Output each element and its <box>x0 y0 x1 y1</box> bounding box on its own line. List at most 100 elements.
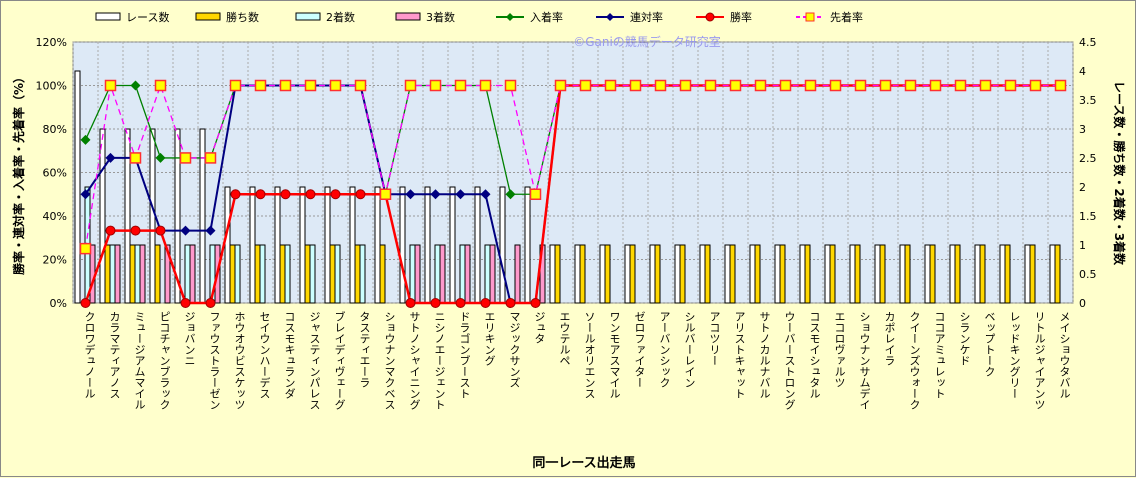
bar-1-29 <box>799 244 806 304</box>
marker-senchaku-20 <box>579 79 592 92</box>
marker-senchaku-31 <box>854 79 867 92</box>
bar-2-38 <box>1029 244 1036 304</box>
bar-3-7 <box>259 244 266 304</box>
bar-2-26 <box>729 244 736 304</box>
line-series-4 <box>84 83 1061 249</box>
bar-1-32 <box>874 244 881 304</box>
marker-senchaku-14 <box>429 79 442 92</box>
bar-2-39 <box>1054 244 1061 304</box>
bar-1-22 <box>624 244 631 304</box>
bar-1-27 <box>749 244 756 304</box>
bar-4-17 <box>514 244 521 304</box>
bar-2-34 <box>929 244 936 304</box>
bar-1-25 <box>699 244 706 304</box>
marker-1-0 <box>80 189 91 200</box>
bar-1-38 <box>1024 244 1031 304</box>
x-tick-label: ニシノエージェント <box>433 311 446 410</box>
marker-senchaku-19 <box>554 79 567 92</box>
left-tick-label: 80% <box>43 123 67 136</box>
x-tick-label: ベップトーク <box>983 311 996 377</box>
x-tick-label: カポレイラ <box>883 311 896 366</box>
bar-3-2 <box>134 244 141 304</box>
left-tick-label: 40% <box>43 210 67 223</box>
bar-2-3 <box>154 244 161 304</box>
legend-marker <box>805 12 815 22</box>
bar-1-7 <box>249 186 256 304</box>
bar-2-7 <box>254 244 261 304</box>
right-tick-label: 1.5 <box>1079 210 1097 223</box>
marker-senchaku-26 <box>729 79 742 92</box>
marker-1-13 <box>405 189 416 200</box>
bar-4-2 <box>139 244 146 304</box>
marker-senchaku-29 <box>804 79 817 92</box>
legend-swatch-bar-0 <box>95 12 121 21</box>
bar-1-30 <box>824 244 831 304</box>
legend-label: レース数 <box>126 11 169 24</box>
bar-1-21 <box>599 244 606 304</box>
marker-senchaku-22 <box>629 79 642 92</box>
x-tick-label: ピコチャンブラック <box>158 311 171 410</box>
bar-1-39 <box>1049 244 1056 304</box>
bar-1-26 <box>724 244 731 304</box>
x-tick-label: ブレイディヴェーグ <box>333 310 346 410</box>
bar-3-6 <box>234 244 241 304</box>
right-tick-label: 0.5 <box>1079 268 1097 281</box>
x-tick-label: マジックサンズ <box>508 311 521 388</box>
bar-2-37 <box>1004 244 1011 304</box>
bar-4-4 <box>189 244 196 304</box>
marker-senchaku-16 <box>479 79 492 92</box>
marker-winrate-1 <box>105 225 116 236</box>
x-tick-label: アコツリー <box>708 311 721 366</box>
bar-2-32 <box>879 244 886 304</box>
bar-2-36 <box>979 244 986 304</box>
x-tick-label: ウーバーストロング <box>783 311 796 410</box>
legend-marker <box>606 13 614 21</box>
x-tick-label: ゼロファイター <box>633 311 646 388</box>
bar-2-23 <box>654 244 661 304</box>
bar-2-9 <box>304 244 311 304</box>
bar-1-15 <box>449 186 456 304</box>
x-tick-label: カラマティアノス <box>108 311 121 399</box>
bar-2-31 <box>854 244 861 304</box>
right-axis-title: レース数・勝ち数・2着数・3着数 <box>1112 81 1127 266</box>
bar-2-19 <box>554 244 561 304</box>
x-tick-label: ジャスティンパレス <box>308 311 321 410</box>
marker-winrate-18 <box>530 298 541 308</box>
legend-label: 連対率 <box>630 10 663 24</box>
right-tick-label: 2 <box>1079 181 1086 194</box>
legend-label: 先着率 <box>830 10 863 24</box>
marker-senchaku-27 <box>754 79 767 92</box>
bar-2-25 <box>704 244 711 304</box>
bar-2-8 <box>279 244 286 304</box>
marker-1-15 <box>455 189 466 200</box>
bar-4-15 <box>464 244 471 304</box>
watermark: ©Ganiの競馬データ研究室 <box>573 34 721 49</box>
x-tick-label: エリキング <box>483 311 496 366</box>
marker-senchaku-32 <box>879 79 892 92</box>
marker-winrate-5 <box>205 298 216 308</box>
x-tick-label: サトノシャイニング <box>408 311 421 410</box>
x-tick-label: ココアミュレット <box>933 311 946 399</box>
bar-1-18 <box>524 186 531 304</box>
bar-2-29 <box>804 244 811 304</box>
bar-2-35 <box>954 244 961 304</box>
bar-4-16 <box>489 244 496 304</box>
marker-senchaku-7 <box>254 79 267 92</box>
marker-senchaku-21 <box>604 79 617 92</box>
bar-2-28 <box>779 244 786 304</box>
right-tick-label: 4 <box>1079 65 1086 78</box>
marker-0-17 <box>505 189 516 200</box>
bar-2-27 <box>754 244 761 304</box>
left-tick-label: 20% <box>43 254 67 267</box>
bar-2-10 <box>329 244 336 304</box>
bar-1-33 <box>899 244 906 304</box>
bar-3-1 <box>109 244 116 304</box>
bar-3-11 <box>359 244 366 304</box>
left-tick-label: 60% <box>43 167 67 180</box>
marker-winrate-11 <box>355 189 366 200</box>
legend-marker <box>506 13 514 21</box>
bar-1-34 <box>924 244 931 304</box>
marker-senchaku-18 <box>529 188 542 200</box>
